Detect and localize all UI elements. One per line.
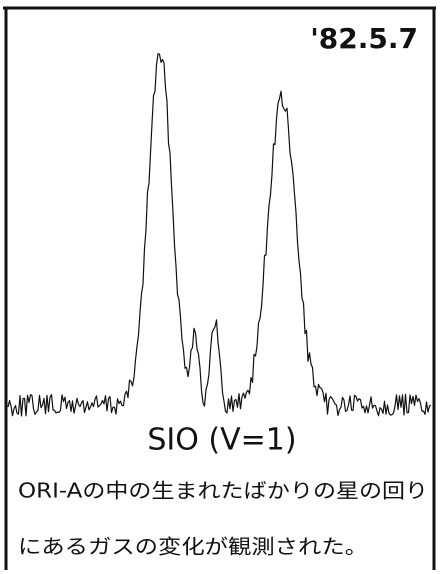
spectrum-line <box>7 53 432 417</box>
caption-line: ORI-Aの中の生まれたばかりの星の回り <box>18 479 428 503</box>
date: '82.5.7 <box>310 22 418 55</box>
caption-line: にあるガスの変化が観測された。 <box>18 535 368 559</box>
frame <box>3 6 436 570</box>
spectrum-label: SIO (V=1) <box>147 423 296 458</box>
